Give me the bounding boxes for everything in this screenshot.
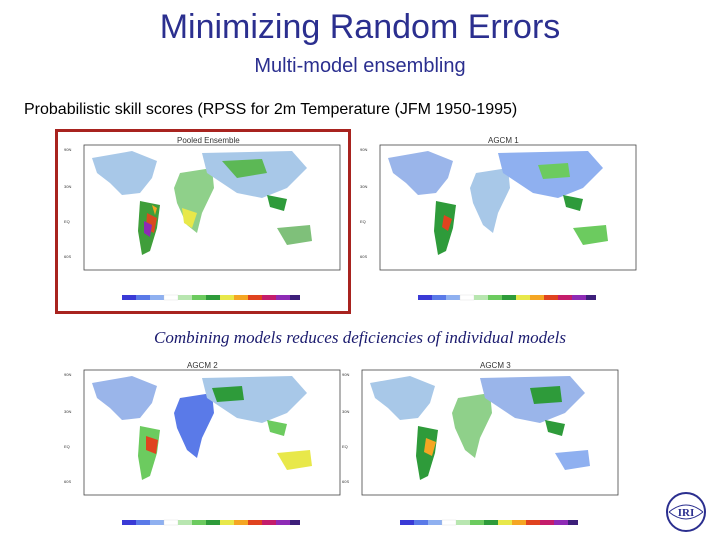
world-map-pooled: Pooled Ensemble 90N 30N EQ 60S [64,136,341,301]
world-map-agcm-3: AGCM 3 90N 30N EQ 60S [342,361,619,526]
svg-text:60S: 60S [64,254,71,259]
svg-text:60S: 60S [64,479,71,484]
svg-text:30N: 30N [64,409,71,414]
svg-text:30N: 30N [64,184,71,189]
slide-subtitle: Multi-model ensembling [254,55,466,77]
world-map-agcm-2: AGCM 2 90N 30N EQ 60S [64,361,341,526]
svg-text:90N: 90N [360,147,367,152]
svg-text:60S: 60S [342,479,349,484]
world-map-agcm-1: AGCM 1 90N 30N EQ 60S [360,136,637,301]
svg-text:90N: 90N [64,147,71,152]
svg-text:90N: 90N [64,372,71,377]
panel-label: AGCM 3 [480,361,511,370]
svg-text:90N: 90N [342,372,349,377]
logo-text: IRI [678,507,695,519]
svg-text:60S: 60S [360,254,367,259]
map-panel-agcm-2: AGCM 2 90N 30N EQ 60S [62,358,344,538]
figure-caption: Combining models reduces deficiencies of… [153,328,567,347]
svg-text:EQ: EQ [342,444,348,449]
map-panel-pooled-ensemble: Pooled Ensemble 90N 30N EQ 60S [62,133,344,313]
panel-label: AGCM 2 [187,361,218,370]
svg-text:EQ: EQ [64,444,70,449]
svg-text:30N: 30N [360,184,367,189]
colorbar-agcm-1 [418,294,596,301]
iri-logo: IRI [660,490,712,534]
colorbar-agcm-3 [400,519,578,526]
svg-text:EQ: EQ [360,219,366,224]
slide-title: Minimizing Random Errors [159,8,561,46]
svg-text:EQ: EQ [64,219,70,224]
map-panel-agcm-1: AGCM 1 90N 30N EQ 60S [358,133,640,313]
colorbar-agcm-2 [122,519,300,526]
figure-heading: Probabilistic skill scores (RPSS for 2m … [24,101,518,118]
map-panel-agcm-3: AGCM 3 90N 30N EQ 60S [340,358,622,538]
pooled-ensemble-highlight-frame [55,129,351,314]
panel-label: Pooled Ensemble [177,136,240,145]
svg-text:30N: 30N [342,409,349,414]
panel-label: AGCM 1 [488,136,519,145]
colorbar-pooled [122,294,300,301]
